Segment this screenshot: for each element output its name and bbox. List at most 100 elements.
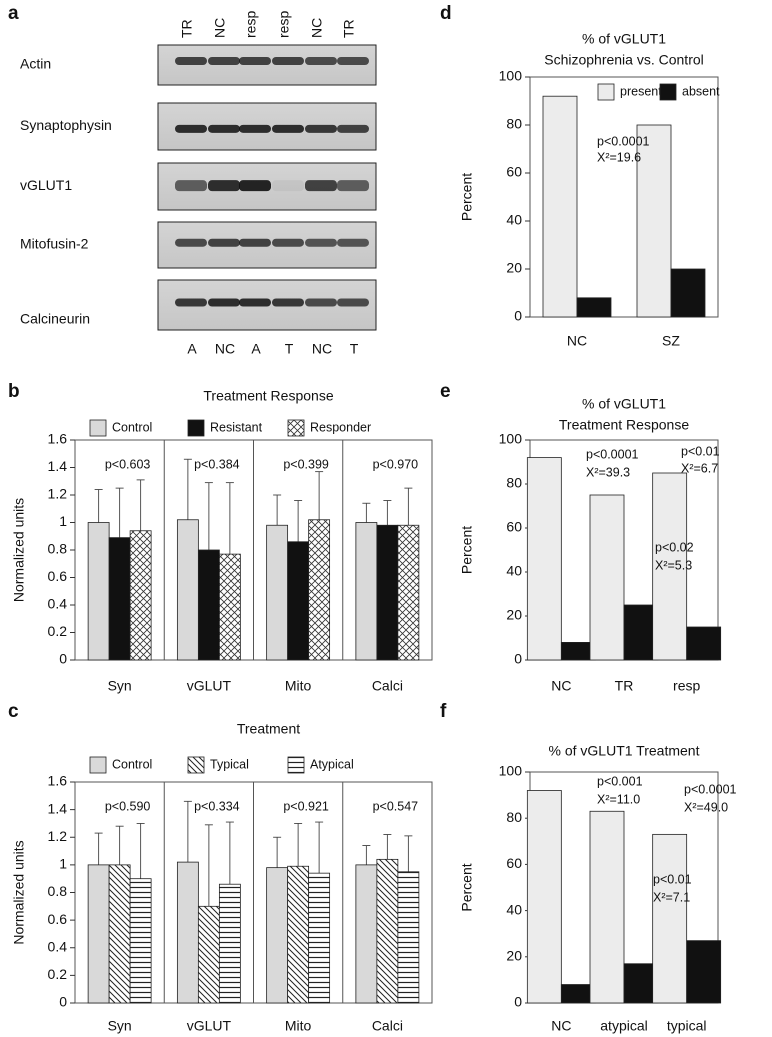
lane-label: resp (276, 11, 292, 38)
error-bar (362, 502, 371, 523)
y-axis-label: Normalized units (11, 840, 27, 944)
chart-title: % of vGLUT1 Treatment (549, 743, 700, 759)
bar (287, 541, 310, 661)
panel-label: f (440, 701, 447, 722)
legend-label: Control (112, 420, 152, 434)
bar (652, 472, 688, 661)
y-tick-label: 1.2 (48, 828, 68, 844)
error-bar (115, 825, 124, 865)
error-bar (225, 482, 234, 555)
annotation: p<0.01 (681, 444, 720, 458)
blot-band (272, 124, 304, 133)
bar (176, 519, 199, 661)
x-tick-label: Syn (108, 1018, 132, 1034)
bar (355, 864, 378, 1004)
blot-band (337, 298, 369, 307)
y-tick-label: 40 (506, 901, 522, 917)
y-tick-label: 1.2 (48, 486, 68, 502)
y-tick-label: 1.4 (48, 800, 68, 816)
blot-row-label: vGLUT1 (20, 177, 72, 193)
bar (576, 297, 612, 318)
y-axis-label: Percent (459, 173, 475, 221)
lane-label: NC (215, 341, 235, 357)
blot-band (239, 124, 271, 133)
bar (397, 871, 420, 1004)
bar (308, 872, 331, 1004)
x-tick-label: NC (567, 333, 587, 349)
bar (129, 530, 152, 661)
bar (287, 865, 310, 1004)
panel-label: a (8, 3, 19, 24)
legend-label: Resistant (210, 420, 263, 434)
bar (542, 95, 578, 318)
x-tick-label: atypical (600, 1018, 647, 1034)
annotation: p<0.384 (194, 457, 240, 471)
y-tick-label: 0 (514, 994, 522, 1010)
bar (176, 861, 199, 1004)
bar (652, 833, 688, 1004)
legend-label: present (620, 84, 662, 98)
y-tick-label: 20 (506, 260, 522, 276)
error-bar (183, 800, 192, 863)
lane-label: NC (309, 18, 325, 38)
error-bar (204, 824, 213, 907)
error-bar (115, 487, 124, 538)
chart-title: Treatment Response (559, 417, 689, 433)
x-tick-label: vGLUT (187, 678, 232, 694)
bar (397, 524, 420, 661)
lane-label: T (350, 341, 359, 357)
bar (308, 519, 331, 661)
y-tick-label: 80 (506, 116, 522, 132)
blot-band (239, 180, 271, 192)
error-bar (273, 494, 282, 526)
blot-band (305, 124, 337, 133)
y-tick-label: 100 (499, 68, 523, 84)
error-bar (383, 500, 392, 526)
legend-label: Control (112, 757, 152, 771)
blot-row-label: Calcineurin (20, 311, 90, 327)
blot-band (337, 124, 369, 133)
lane-label: A (251, 341, 261, 357)
lane-label: TR (341, 19, 357, 38)
error-bar (204, 482, 213, 550)
blot-band (208, 57, 240, 65)
y-tick-label: 40 (506, 563, 522, 579)
legend-label: absent (682, 84, 720, 98)
y-axis-label: Normalized units (11, 498, 27, 602)
annotation: p<0.603 (105, 457, 151, 471)
error-bar (225, 821, 234, 885)
error-bar (362, 845, 371, 865)
blot-band (208, 180, 240, 192)
x-tick-label: TR (615, 678, 634, 694)
x-tick-label: Calci (372, 678, 403, 694)
bar (589, 494, 625, 661)
blot-band (208, 298, 240, 307)
blot-band (239, 238, 271, 247)
y-tick-label: 1 (59, 856, 67, 872)
x-tick-label: SZ (662, 333, 680, 349)
y-axis-label: Percent (459, 863, 475, 911)
blot-band (175, 180, 207, 192)
error-bar (315, 821, 324, 874)
legend-label: Typical (210, 757, 249, 771)
error-bar (136, 479, 145, 531)
x-tick-label: Calci (372, 1018, 403, 1034)
x-tick-label: typical (667, 1018, 707, 1034)
bar (526, 457, 562, 661)
annotation: p<0.970 (373, 457, 419, 471)
annotation: X²=7.1 (653, 890, 690, 904)
chart-title: Treatment (237, 721, 300, 737)
annotation: X²=5.3 (655, 558, 692, 572)
error-bar (273, 836, 282, 868)
annotation: X²=11.0 (597, 792, 640, 806)
annotation: p<0.547 (373, 799, 419, 813)
lane-label: TR (179, 19, 195, 38)
chart-title: % of vGLUT1 (582, 31, 666, 47)
annotation: X²=49.0 (684, 800, 728, 814)
bar (87, 522, 110, 661)
legend-swatch (287, 419, 305, 437)
error-bar (404, 835, 413, 872)
y-tick-label: 0.4 (48, 938, 68, 954)
annotation: p<0.02 (655, 540, 694, 554)
chart-title: Treatment Response (203, 388, 333, 404)
